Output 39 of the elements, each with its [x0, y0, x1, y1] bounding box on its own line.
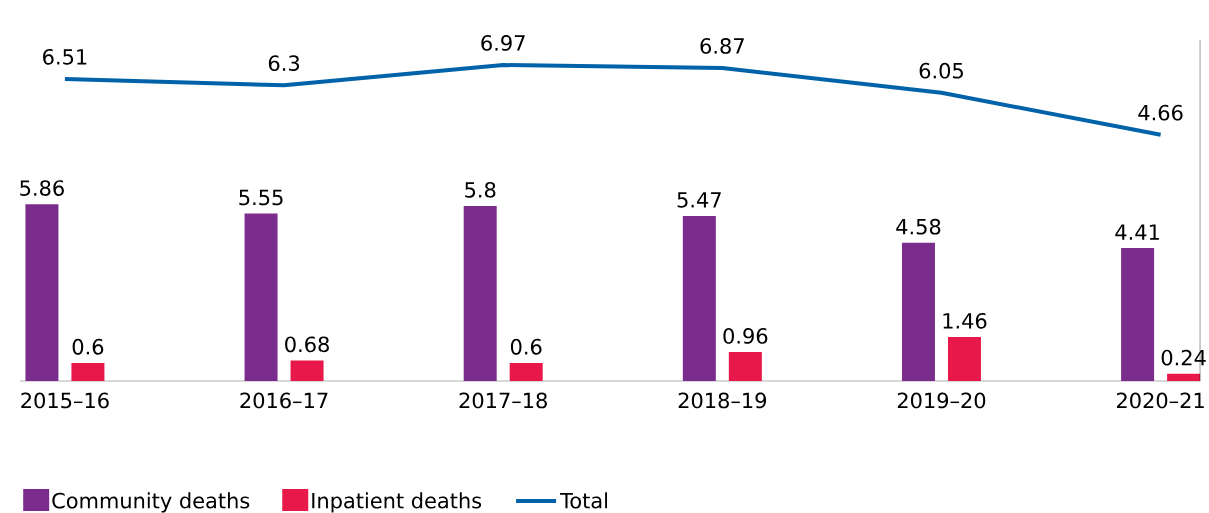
data-label: 4.41 — [1115, 224, 1159, 240]
data-label: 6.3 — [268, 55, 300, 72]
data-label: 5.8 — [465, 181, 496, 198]
bar — [290, 360, 324, 381]
bar — [1167, 373, 1201, 381]
bar — [1121, 247, 1155, 381]
data-label: 6.05 — [919, 62, 963, 79]
legend-label: Community deaths — [52, 492, 250, 513]
data-label: 0.68 — [285, 336, 329, 353]
bar — [509, 362, 543, 381]
bar — [463, 205, 497, 381]
x-tick-label: 2020–21 — [1116, 392, 1204, 409]
bar — [71, 362, 105, 381]
bar — [25, 204, 59, 381]
bar — [947, 336, 981, 381]
bar — [901, 242, 935, 381]
bar — [244, 213, 278, 381]
x-tick-label: 2017–18 — [459, 392, 547, 409]
x-tick-label: 2018–19 — [678, 392, 766, 409]
x-tick-label: 2019–20 — [897, 392, 986, 409]
data-label: 0.24 — [1161, 349, 1206, 366]
data-label: 6.97 — [481, 35, 525, 51]
x-tick-label: 2015–16 — [21, 392, 109, 409]
data-label: 0.96 — [723, 328, 768, 344]
data-label: 0.6 — [510, 338, 542, 355]
data-label: 5.47 — [677, 192, 721, 208]
legend-label: Total — [560, 492, 608, 509]
data-label: 4.66 — [1138, 104, 1183, 121]
bar — [682, 215, 716, 381]
data-label: 6.87 — [700, 38, 744, 54]
data-label: 5.86 — [20, 180, 64, 196]
bar — [728, 352, 762, 381]
legend-label: Inpatient deaths — [312, 492, 482, 513]
data-label: 6.51 — [43, 48, 87, 65]
x-tick-label: 2016–17 — [240, 392, 328, 409]
data-label: 5.55 — [239, 189, 283, 206]
data-label: 0.6 — [72, 338, 104, 355]
data-label: 4.58 — [896, 218, 941, 235]
data-label: 1.46 — [943, 312, 987, 329]
